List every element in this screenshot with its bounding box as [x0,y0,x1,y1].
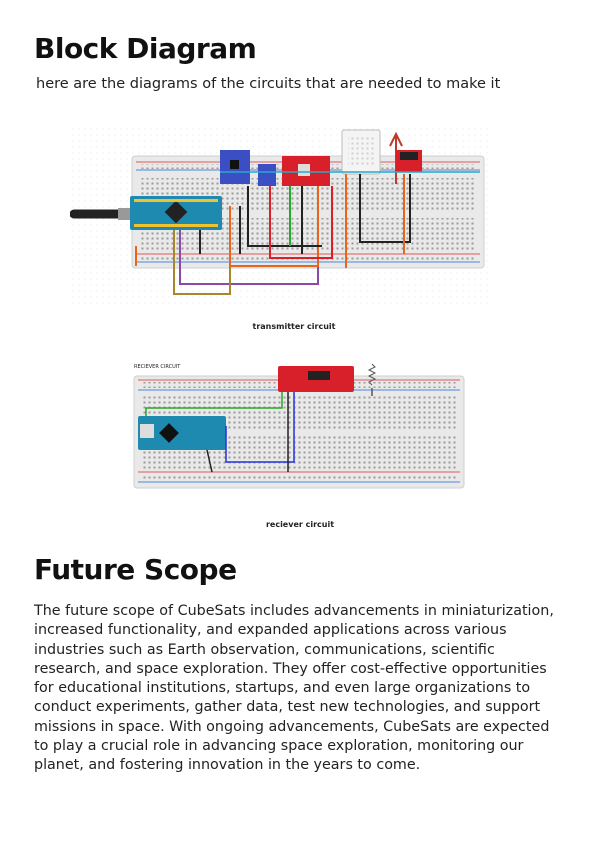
receiver-wires [145,388,373,473]
future-scope-paragraph: The future scope of CubeSats includes ad… [34,603,554,774]
barometer-sensor [258,164,276,186]
intro-text: here are the diagrams of the circuits th… [36,76,501,92]
receiver-circuit-diagram: RECIEVER CIRCUIT [132,360,466,492]
receiver-caption: reciever circuit [265,520,335,529]
receiver-circuit-label: RECIEVER CIRCUIT [134,364,181,370]
transmitter-circuit-diagram [70,126,490,306]
transmitter-caption: transmitter circuit [252,322,336,331]
transmitter-wires [135,171,480,295]
arduino-nano [138,416,226,450]
antenna [367,363,377,386]
section-title-block-diagram: Block Diagram [34,32,257,65]
section-title-future-scope: Future Scope [34,553,237,586]
